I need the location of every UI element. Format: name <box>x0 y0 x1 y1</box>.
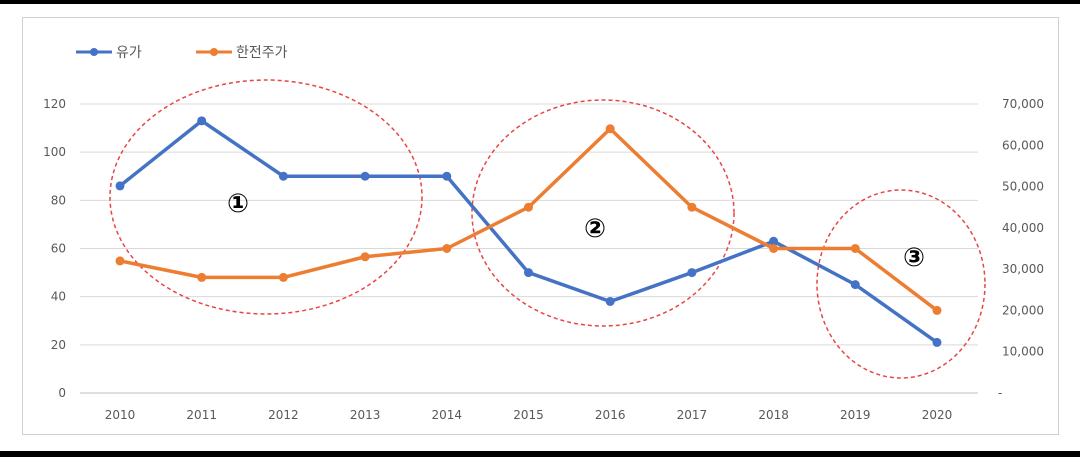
data-point-1 <box>360 252 370 262</box>
legend-label-oil: 유가 <box>116 45 142 61</box>
series-line-0 <box>118 119 939 344</box>
data-point-0 <box>524 268 533 278</box>
data-point-0 <box>115 181 125 191</box>
y-right-tick-label: 70,000 <box>1002 97 1044 111</box>
legend-label-kepco-stock: 한전주가 <box>236 45 288 61</box>
data-point-1 <box>769 244 779 253</box>
data-point-0 <box>197 116 207 126</box>
y-right-tick-label: 10,000 <box>1002 345 1044 359</box>
data-point-1 <box>687 202 697 212</box>
annotation-label: ① <box>227 189 249 219</box>
series-line-1 <box>119 127 939 312</box>
data-point-1 <box>524 202 533 212</box>
x-tick-label: 2016 <box>595 408 626 422</box>
data-point-0 <box>278 171 288 181</box>
data-point-1 <box>442 244 452 253</box>
y-right-tick-label: 50,000 <box>1002 180 1044 194</box>
x-tick-label: 2015 <box>513 408 544 422</box>
data-point-0 <box>442 171 452 181</box>
y-left-tick-label: 20 <box>51 338 66 352</box>
y-left-tick-label: 40 <box>51 290 66 304</box>
annotation-ellipse <box>816 189 986 379</box>
bottom-border <box>0 451 1080 457</box>
x-tick-label: 2013 <box>350 408 381 422</box>
legend: 유가 한전주가 <box>76 45 288 61</box>
legend-item-kepco-stock: 한전주가 <box>196 45 288 61</box>
right-axis-ticks: - 10,000 20,000 30,000 40,000 50,000 60,000 70,… <box>998 97 1044 400</box>
y-right-tick-label: 20,000 <box>1002 303 1044 317</box>
data-point-0 <box>769 236 779 246</box>
x-tick-label: 2011 <box>186 408 217 422</box>
annotation-ellipse <box>109 79 423 315</box>
y-left-tick-label: 120 <box>43 97 66 111</box>
x-tick-label: 2017 <box>677 408 708 422</box>
data-point-1 <box>605 124 615 134</box>
y-right-tick-label: - <box>998 386 1002 400</box>
y-left-tick-label: 80 <box>51 193 66 207</box>
data-point-1 <box>850 244 860 253</box>
data-point-1 <box>115 256 125 266</box>
annotation-ellipses: ① ② ③ <box>109 79 986 379</box>
data-point-0 <box>605 296 615 306</box>
y-right-tick-label: 40,000 <box>1002 221 1044 235</box>
data-point-1 <box>197 272 207 282</box>
chart-frame <box>22 17 1059 435</box>
x-tick-label: 2010 <box>105 408 136 422</box>
top-border <box>0 0 1080 4</box>
annotation-label: ② <box>584 214 606 244</box>
data-point-1 <box>278 272 288 282</box>
series-lines <box>115 116 942 347</box>
y-left-tick-label: 100 <box>43 145 66 159</box>
data-point-0 <box>360 171 370 181</box>
annotation-label: ③ <box>903 243 925 273</box>
x-axis-ticks: 2010 2011 2012 2013 2014 2015 2016 2017 2018 2019… <box>105 408 953 422</box>
data-point-0 <box>850 280 860 290</box>
data-point-0 <box>687 268 697 278</box>
left-axis-ticks: 0 20 40 60 80 100 120 <box>43 97 66 400</box>
data-point-0 <box>932 337 942 347</box>
y-left-tick-label: 0 <box>58 386 66 400</box>
x-tick-label: 2020 <box>922 408 953 422</box>
x-tick-label: 2012 <box>268 408 299 422</box>
legend-item-oil: 유가 <box>76 45 142 61</box>
y-right-tick-label: 30,000 <box>1002 262 1044 276</box>
y-left-tick-label: 60 <box>51 242 66 256</box>
annotation-ellipse <box>471 99 735 327</box>
x-tick-label: 2014 <box>432 408 463 422</box>
x-tick-label: 2018 <box>758 408 789 422</box>
x-tick-label: 2019 <box>840 408 871 422</box>
data-point-1 <box>932 305 942 315</box>
y-right-tick-label: 60,000 <box>1002 138 1044 152</box>
